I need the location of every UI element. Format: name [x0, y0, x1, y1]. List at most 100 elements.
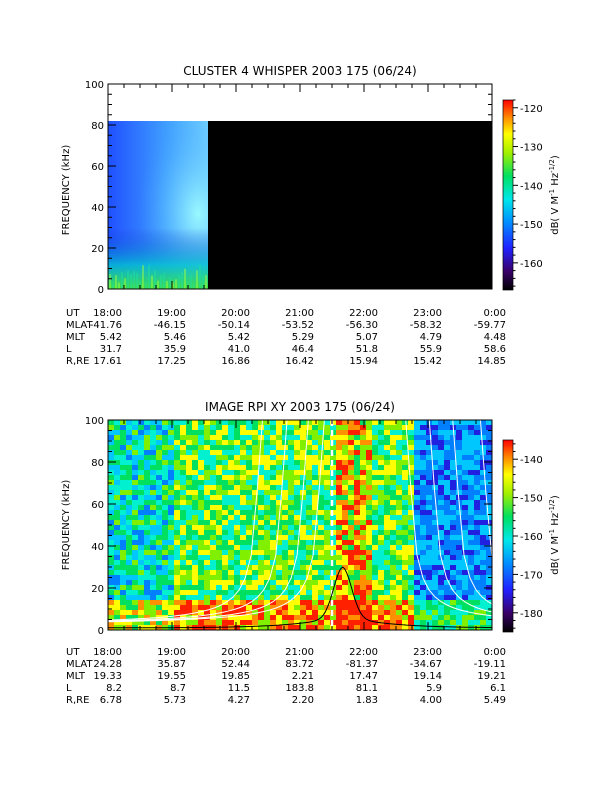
spectrogram-cell — [294, 600, 300, 605]
spectrogram-cell — [366, 465, 372, 470]
spectrogram-cell — [486, 580, 492, 585]
colorbar-tick-label: -150 — [520, 494, 543, 505]
spectrogram-cell — [246, 435, 252, 440]
spectrogram-cell — [474, 450, 480, 455]
spectrogram-cell — [198, 575, 204, 580]
spectrogram-cell — [486, 590, 492, 595]
spectrogram-cell — [168, 595, 174, 600]
spectrogram-cell — [132, 485, 138, 490]
ephemeris-row-label: L — [66, 344, 72, 355]
spectrogram-cell — [168, 480, 174, 485]
spectrogram-cell — [306, 495, 312, 500]
spectrogram-cell — [300, 565, 306, 570]
spectrogram-cell — [210, 535, 216, 540]
spectrogram-cell — [186, 620, 192, 625]
spectrogram-cell — [360, 590, 366, 595]
spectrogram-cell — [174, 580, 180, 585]
spectrogram-cell — [420, 470, 426, 475]
spectrogram-cell — [210, 420, 216, 425]
spectrogram-cell — [360, 550, 366, 555]
spectrogram-cell — [324, 505, 330, 510]
spectrogram-cell — [378, 565, 384, 570]
spectrogram-cell — [204, 580, 210, 585]
spectrogram-cell — [174, 545, 180, 550]
spectrogram-cell — [456, 620, 462, 625]
spectrogram-cell — [318, 600, 324, 605]
spectrogram-cell — [468, 530, 474, 535]
spectrogram-cell — [168, 620, 174, 625]
spectrogram-cell — [408, 545, 414, 550]
spectrogram-cell — [324, 435, 330, 440]
spectrogram-cell — [156, 505, 162, 510]
spectrogram-cell — [264, 565, 270, 570]
spectrogram-cell — [198, 550, 204, 555]
spectrogram-cell — [132, 535, 138, 540]
spectrogram-cell — [474, 615, 480, 620]
spectrogram-cell — [366, 575, 372, 580]
spectrogram-cell — [228, 560, 234, 565]
spectrogram-cell — [180, 470, 186, 475]
spectrogram-cell — [384, 510, 390, 515]
spectrogram-cell — [114, 485, 120, 490]
spectrogram-cell — [198, 500, 204, 505]
spectrogram-cell — [390, 445, 396, 450]
spectrogram-cell — [222, 420, 228, 425]
spectrogram-cell — [318, 610, 324, 615]
spectrogram-cell — [264, 470, 270, 475]
spectrogram-cell — [186, 480, 192, 485]
spectrogram-cell — [408, 425, 414, 430]
spectrogram-cell — [432, 525, 438, 530]
spectrogram-cell — [186, 445, 192, 450]
spectrogram-cell — [132, 575, 138, 580]
spectrogram-cell — [360, 445, 366, 450]
spectrogram-cell — [468, 545, 474, 550]
spectrogram-cell — [162, 435, 168, 440]
spectrogram-cell — [414, 480, 420, 485]
spectrogram-cell — [252, 500, 258, 505]
spectrogram-cell — [282, 530, 288, 535]
spectrogram-cell — [168, 485, 174, 490]
spectrogram-cell — [468, 590, 474, 595]
spectrogram-cell — [258, 450, 264, 455]
spectrogram-cell — [426, 510, 432, 515]
spectrogram-cell — [306, 610, 312, 615]
spectrogram-cell — [324, 585, 330, 590]
spectrogram-cell — [144, 490, 150, 495]
spectrogram-cell — [150, 610, 156, 615]
spectrogram-cell — [138, 600, 144, 605]
spectrogram-cell — [162, 465, 168, 470]
spectrogram-cell — [198, 525, 204, 530]
spectrogram-cell — [258, 425, 264, 430]
spectrogram-cell — [180, 435, 186, 440]
spectrogram-cell — [294, 460, 300, 465]
spectrogram-cell — [396, 540, 402, 545]
spectrogram-cell — [180, 475, 186, 480]
image-rpi-colorbar-ticks: -140-150-160-170-180 — [513, 444, 543, 628]
spectrogram-cell — [228, 445, 234, 450]
spectrogram-cell — [210, 575, 216, 580]
spectrogram-cell — [258, 555, 264, 560]
spectrogram-cell — [168, 555, 174, 560]
spectrogram-cell — [168, 430, 174, 435]
spectrogram-cell — [426, 470, 432, 475]
spectrogram-cell — [384, 475, 390, 480]
spectrogram-cell — [168, 575, 174, 580]
spectrogram-cell — [474, 465, 480, 470]
spectrogram-cell — [414, 540, 420, 545]
spectrogram-cell — [354, 525, 360, 530]
spectrogram-cell — [210, 565, 216, 570]
spectrogram-cell — [402, 560, 408, 565]
spectrogram-cell — [120, 535, 126, 540]
spectrogram-cell — [222, 585, 228, 590]
spectrogram-cell — [354, 545, 360, 550]
spectrogram-cell — [270, 440, 276, 445]
spectrogram-cell — [240, 540, 246, 545]
spectrogram-cell — [420, 430, 426, 435]
spectrogram-cell — [426, 505, 432, 510]
spectrogram-cell — [474, 570, 480, 575]
spectrogram-cell — [228, 425, 234, 430]
spectrogram-cell — [120, 600, 126, 605]
spectrogram-cell — [384, 600, 390, 605]
spectrogram-cell — [240, 595, 246, 600]
spectrogram-cell — [402, 605, 408, 610]
